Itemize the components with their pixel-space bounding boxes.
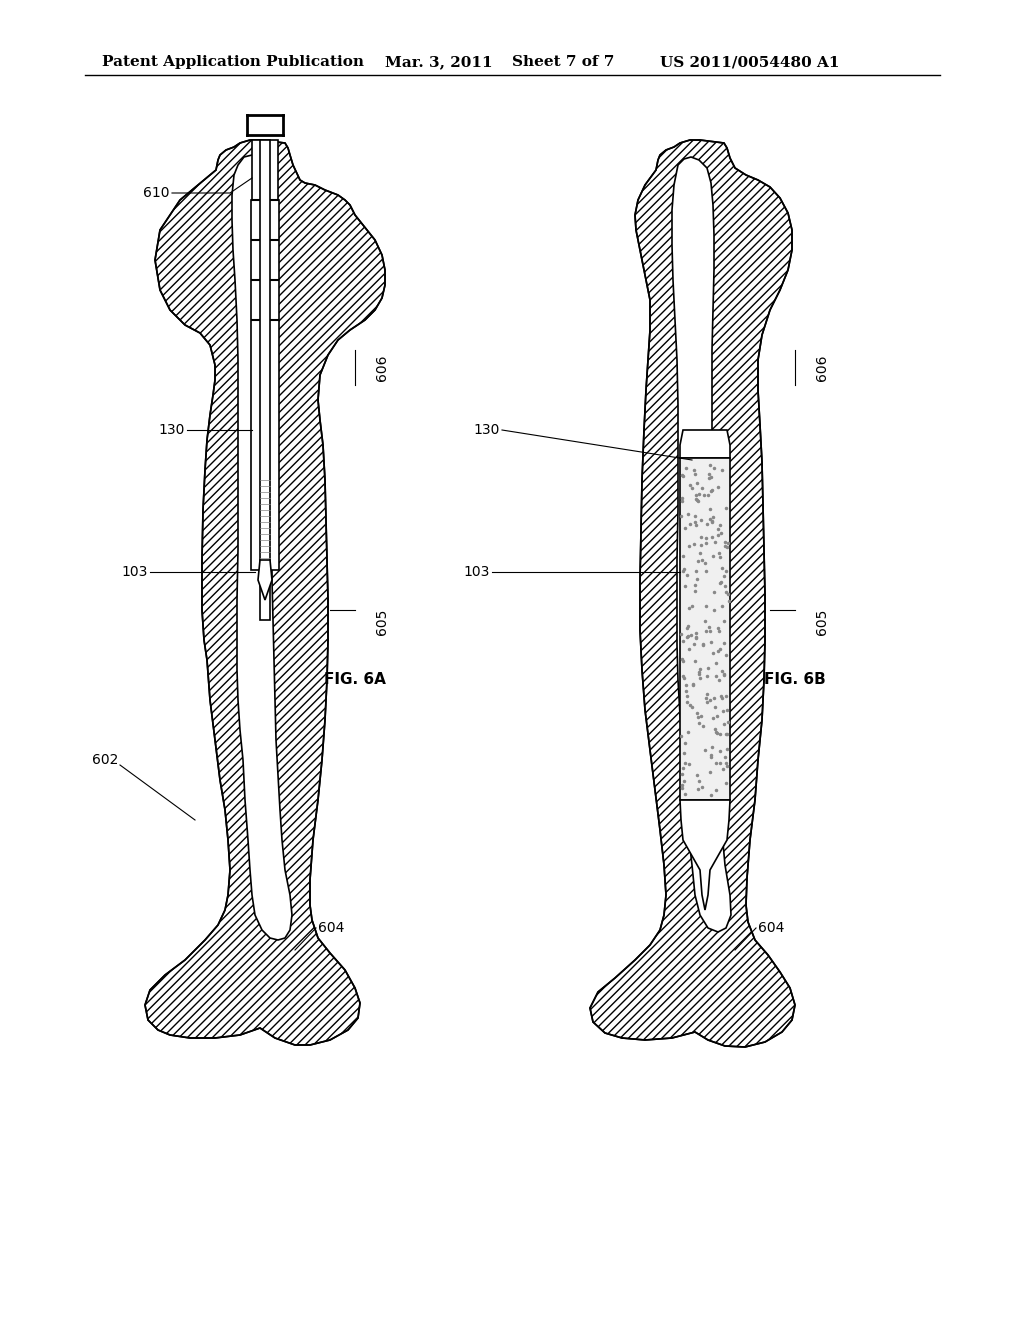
- Text: FIG. 6A: FIG. 6A: [324, 672, 386, 688]
- Polygon shape: [232, 154, 292, 940]
- Text: 103: 103: [464, 565, 490, 579]
- Text: 606: 606: [375, 355, 389, 381]
- Text: 604: 604: [758, 921, 784, 935]
- Text: Sheet 7 of 7: Sheet 7 of 7: [512, 55, 614, 69]
- Text: Patent Application Publication: Patent Application Publication: [102, 55, 364, 69]
- Text: 130: 130: [159, 422, 185, 437]
- Text: 130: 130: [474, 422, 500, 437]
- Polygon shape: [251, 201, 279, 570]
- Polygon shape: [672, 157, 731, 932]
- Text: 605: 605: [815, 609, 829, 635]
- Polygon shape: [258, 560, 272, 601]
- Text: 602: 602: [91, 752, 118, 767]
- Text: FIG. 6B: FIG. 6B: [764, 672, 826, 688]
- Text: 610: 610: [143, 186, 170, 201]
- Text: 103: 103: [122, 565, 148, 579]
- Text: US 2011/0054480 A1: US 2011/0054480 A1: [660, 55, 840, 69]
- Polygon shape: [145, 140, 385, 1045]
- Text: 604: 604: [318, 921, 344, 935]
- Polygon shape: [680, 458, 730, 800]
- Polygon shape: [680, 800, 730, 909]
- Text: 605: 605: [375, 609, 389, 635]
- Polygon shape: [260, 140, 270, 620]
- Polygon shape: [590, 140, 795, 1047]
- Text: Mar. 3, 2011: Mar. 3, 2011: [385, 55, 493, 69]
- Polygon shape: [680, 430, 730, 458]
- Polygon shape: [252, 140, 278, 201]
- Text: 606: 606: [815, 355, 829, 381]
